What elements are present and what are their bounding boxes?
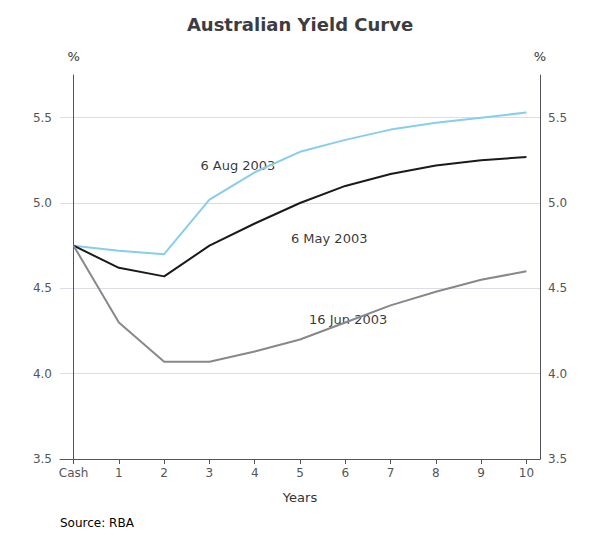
svg-text:%: % [67, 49, 79, 64]
svg-text:5.5: 5.5 [33, 111, 52, 125]
svg-text:Source: RBA: Source: RBA [60, 516, 135, 530]
svg-text:4.0: 4.0 [548, 367, 567, 381]
svg-text:%: % [534, 49, 546, 64]
svg-text:9: 9 [477, 466, 485, 480]
svg-text:6: 6 [341, 466, 349, 480]
svg-text:5.0: 5.0 [548, 196, 567, 210]
svg-text:5: 5 [296, 466, 304, 480]
svg-text:Australian Yield Curve: Australian Yield Curve [187, 14, 413, 35]
svg-text:5.5: 5.5 [548, 111, 567, 125]
svg-text:5.0: 5.0 [33, 196, 52, 210]
svg-text:3.5: 3.5 [33, 452, 52, 466]
svg-text:3: 3 [206, 466, 214, 480]
svg-text:7: 7 [387, 466, 395, 480]
svg-text:10: 10 [519, 466, 534, 480]
svg-text:8: 8 [432, 466, 440, 480]
svg-text:Years: Years [282, 490, 318, 505]
svg-text:16 Jun 2003: 16 Jun 2003 [309, 312, 387, 327]
svg-text:4.5: 4.5 [548, 281, 567, 295]
svg-text:4.0: 4.0 [33, 367, 52, 381]
svg-text:3.5: 3.5 [548, 452, 567, 466]
svg-text:6 May 2003: 6 May 2003 [291, 231, 368, 246]
svg-text:1: 1 [115, 466, 123, 480]
svg-text:Cash: Cash [59, 466, 89, 480]
svg-text:6 Aug 2003: 6 Aug 2003 [200, 158, 275, 173]
svg-text:4.5: 4.5 [33, 281, 52, 295]
svg-text:2: 2 [160, 466, 168, 480]
svg-text:4: 4 [251, 466, 259, 480]
